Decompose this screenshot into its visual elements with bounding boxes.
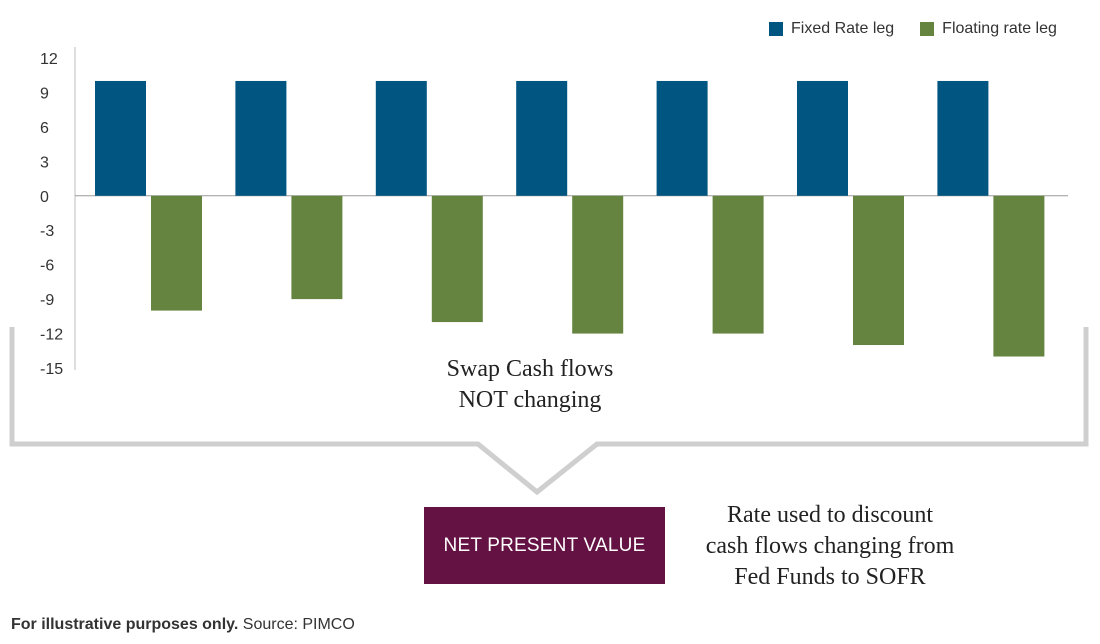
bar-fixed-rate — [95, 80, 146, 196]
npv-box: NET PRESENT VALUE — [424, 507, 665, 584]
y-tick-label: -3 — [40, 223, 54, 240]
legend-label-floating: Floating rate leg — [942, 20, 1057, 37]
legend-swatch-fixed — [769, 22, 783, 36]
bar-fixed-rate — [516, 80, 568, 196]
y-tick-label: 9 — [40, 85, 49, 102]
bracket-connector — [9, 327, 1089, 496]
y-tick-label: -6 — [40, 258, 54, 275]
swap-caption-line1: Swap Cash flows — [446, 356, 614, 382]
legend-item-fixed: Fixed Rate leg — [769, 20, 894, 38]
y-tick-label: -15 — [40, 361, 63, 378]
legend-swatch-floating — [920, 22, 935, 36]
bracket-shape — [9, 327, 1089, 496]
swap-caption: Swap Cash flows NOT changing — [380, 354, 680, 416]
bar-fixed-rate — [375, 80, 427, 196]
bars-group — [95, 80, 1045, 357]
y-tick-label: 12 — [40, 51, 58, 68]
legend-item-floating: Floating rate leg — [920, 20, 1057, 38]
discount-caption-line1: Rate used to discount — [727, 502, 933, 528]
y-tick-label: -12 — [40, 327, 63, 344]
bar-floating-rate — [572, 195, 624, 334]
swap-caption-line2: NOT changing — [458, 387, 602, 413]
footnote-bold: For illustrative purposes only. — [11, 616, 239, 633]
footnote-source: Source: PIMCO — [242, 616, 355, 633]
discount-caption-line3: Fed Funds to SOFR — [734, 564, 926, 590]
bar-fixed-rate — [235, 80, 287, 196]
bar-floating-rate — [291, 195, 343, 300]
footnote: For illustrative purposes only. Source: … — [11, 616, 355, 634]
discount-caption-line2: cash flows changing from — [705, 533, 955, 559]
bar-fixed-rate — [937, 80, 989, 196]
bar-floating-rate — [993, 195, 1045, 357]
bar-floating-rate — [712, 195, 764, 334]
legend: Fixed Rate leg Floating rate leg — [769, 20, 1083, 38]
bar-fixed-rate — [797, 80, 848, 196]
bar-floating-rate — [853, 195, 904, 346]
y-tick-label: 0 — [40, 189, 49, 206]
y-tick-label: 3 — [40, 154, 49, 171]
y-tick-label: -9 — [40, 292, 54, 309]
bar-floating-rate — [151, 195, 202, 311]
legend-label-fixed: Fixed Rate leg — [791, 20, 895, 37]
y-tick-label: 6 — [40, 120, 49, 137]
npv-label: NET PRESENT VALUE — [443, 534, 646, 556]
bar-floating-rate — [431, 195, 483, 323]
bar-fixed-rate — [656, 80, 708, 196]
discount-caption: Rate used to discount cash flows changin… — [680, 500, 980, 593]
